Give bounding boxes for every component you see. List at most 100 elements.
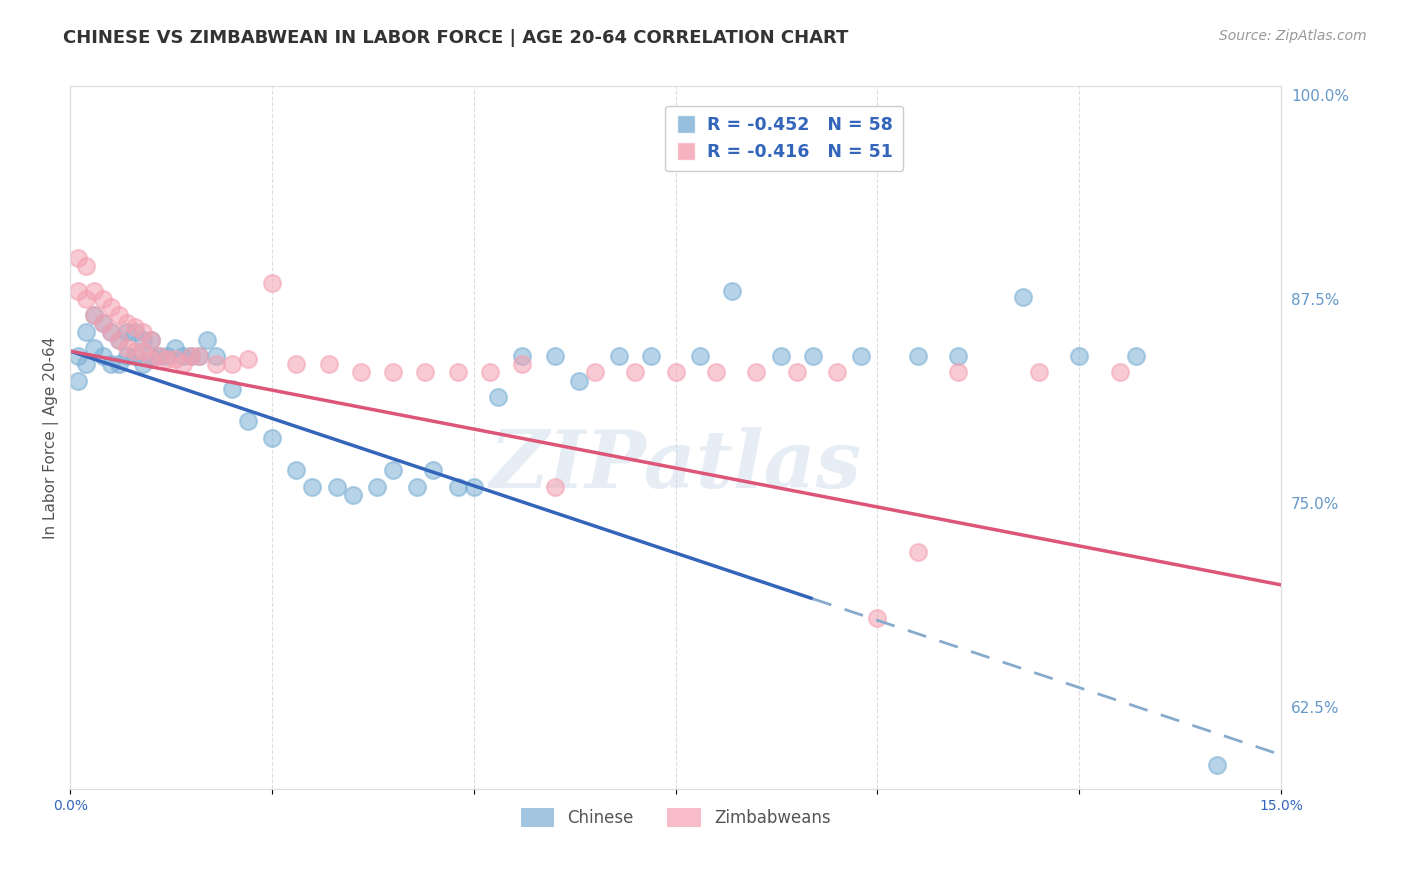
Point — [948, 349, 970, 363]
Point — [1205, 757, 1227, 772]
Point — [67, 284, 90, 298]
Point — [91, 317, 114, 331]
Point — [115, 317, 138, 331]
Point — [583, 365, 606, 379]
Point — [124, 325, 146, 339]
Point — [318, 357, 340, 371]
Point — [415, 365, 437, 379]
Point — [115, 325, 138, 339]
Point — [107, 333, 129, 347]
Point — [236, 414, 259, 428]
Point — [197, 333, 219, 347]
Point — [447, 365, 470, 379]
Point — [180, 349, 202, 363]
Point — [1028, 365, 1050, 379]
Point — [75, 259, 97, 273]
Point — [463, 480, 485, 494]
Point — [188, 349, 211, 363]
Point — [350, 365, 373, 379]
Point — [75, 357, 97, 371]
Point — [156, 349, 179, 363]
Point — [422, 463, 444, 477]
Point — [83, 308, 105, 322]
Point — [285, 463, 308, 477]
Point — [100, 300, 122, 314]
Point — [447, 480, 470, 494]
Point — [91, 349, 114, 363]
Point — [83, 308, 105, 322]
Text: ZIPatlas: ZIPatlas — [489, 427, 862, 505]
Point — [721, 284, 744, 298]
Point — [139, 333, 162, 347]
Point — [325, 480, 347, 494]
Point — [907, 545, 929, 559]
Point — [382, 463, 405, 477]
Point — [132, 333, 155, 347]
Point — [148, 349, 170, 363]
Point — [100, 357, 122, 371]
Point — [301, 480, 323, 494]
Point — [83, 341, 105, 355]
Point — [91, 292, 114, 306]
Point — [221, 382, 243, 396]
Point — [75, 292, 97, 306]
Point — [132, 357, 155, 371]
Point — [1011, 290, 1033, 304]
Point — [107, 333, 129, 347]
Point — [115, 349, 138, 363]
Point — [786, 365, 808, 379]
Point — [510, 357, 533, 371]
Point — [132, 344, 155, 359]
Point — [124, 319, 146, 334]
Point — [907, 349, 929, 363]
Point — [801, 349, 824, 363]
Point — [204, 349, 226, 363]
Point — [165, 352, 187, 367]
Point — [866, 610, 889, 624]
Point — [543, 480, 565, 494]
Point — [1108, 365, 1130, 379]
Point — [107, 308, 129, 322]
Point — [704, 365, 727, 379]
Point — [107, 357, 129, 371]
Point — [689, 349, 711, 363]
Point — [825, 365, 848, 379]
Text: CHINESE VS ZIMBABWEAN IN LABOR FORCE | AGE 20-64 CORRELATION CHART: CHINESE VS ZIMBABWEAN IN LABOR FORCE | A… — [63, 29, 849, 47]
Point — [406, 480, 429, 494]
Point — [607, 349, 630, 363]
Point — [665, 365, 688, 379]
Point — [568, 374, 591, 388]
Point — [543, 349, 565, 363]
Point — [124, 344, 146, 359]
Point — [1125, 349, 1147, 363]
Point — [486, 390, 509, 404]
Point — [91, 317, 114, 331]
Point — [156, 352, 179, 367]
Point — [221, 357, 243, 371]
Text: Source: ZipAtlas.com: Source: ZipAtlas.com — [1219, 29, 1367, 44]
Point — [67, 374, 90, 388]
Point — [366, 480, 388, 494]
Y-axis label: In Labor Force | Age 20-64: In Labor Force | Age 20-64 — [44, 336, 59, 539]
Point — [479, 365, 502, 379]
Point — [139, 352, 162, 367]
Point — [165, 341, 187, 355]
Point — [180, 349, 202, 363]
Point — [260, 431, 283, 445]
Point — [139, 333, 162, 347]
Point — [851, 349, 873, 363]
Point — [100, 325, 122, 339]
Point — [342, 488, 364, 502]
Point — [132, 325, 155, 339]
Point — [172, 357, 194, 371]
Point — [67, 349, 90, 363]
Point — [640, 349, 662, 363]
Point — [148, 349, 170, 363]
Point — [115, 341, 138, 355]
Point — [948, 365, 970, 379]
Point — [1069, 349, 1091, 363]
Point — [260, 276, 283, 290]
Point — [382, 365, 405, 379]
Point — [236, 352, 259, 367]
Point — [204, 357, 226, 371]
